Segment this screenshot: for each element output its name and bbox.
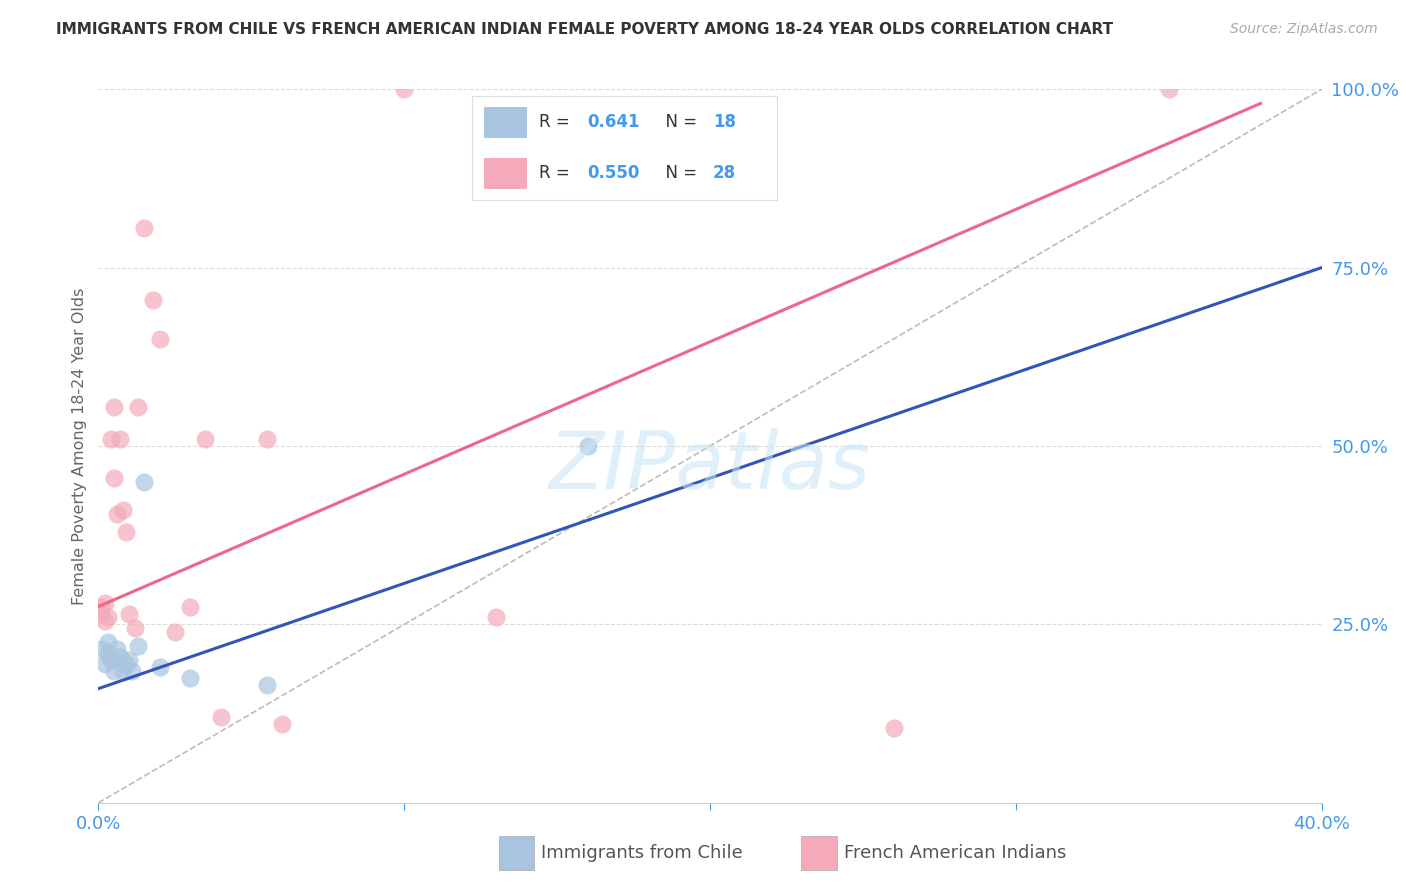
Point <box>97 646 120 660</box>
Point <box>105 507 128 521</box>
Point <box>127 400 149 414</box>
Point <box>256 432 278 446</box>
Point <box>93 657 115 671</box>
Point <box>97 610 120 624</box>
Point <box>485 610 508 624</box>
Point <box>111 664 134 678</box>
Point <box>90 642 112 657</box>
Point <box>149 332 172 346</box>
Point <box>576 439 599 453</box>
Point <box>124 621 146 635</box>
Point <box>142 293 165 307</box>
Point <box>103 400 125 414</box>
Text: Immigrants from Chile: Immigrants from Chile <box>541 844 742 862</box>
Point <box>90 599 112 614</box>
Text: ZIPatlas: ZIPatlas <box>548 428 872 507</box>
Point <box>100 653 122 667</box>
Point <box>149 660 172 674</box>
Point <box>179 671 201 685</box>
Point <box>209 710 232 724</box>
Point <box>127 639 149 653</box>
Point <box>179 599 201 614</box>
Point <box>134 475 156 489</box>
Point <box>121 664 143 678</box>
Text: Source: ZipAtlas.com: Source: ZipAtlas.com <box>1230 22 1378 37</box>
Point <box>108 649 131 664</box>
Point <box>1157 82 1180 96</box>
Point <box>118 607 141 621</box>
Point <box>270 717 292 731</box>
Point <box>115 524 138 539</box>
Point <box>93 596 115 610</box>
Point <box>111 503 134 517</box>
Point <box>100 432 122 446</box>
Point <box>883 721 905 735</box>
Y-axis label: Female Poverty Among 18-24 Year Olds: Female Poverty Among 18-24 Year Olds <box>72 287 87 605</box>
Point <box>115 657 138 671</box>
Point <box>108 432 131 446</box>
Point <box>256 678 278 692</box>
Point <box>97 635 120 649</box>
Point <box>392 82 416 96</box>
Point <box>134 221 156 235</box>
Point <box>90 607 112 621</box>
Point <box>194 432 217 446</box>
Text: IMMIGRANTS FROM CHILE VS FRENCH AMERICAN INDIAN FEMALE POVERTY AMONG 18-24 YEAR : IMMIGRANTS FROM CHILE VS FRENCH AMERICAN… <box>56 22 1114 37</box>
Point <box>163 624 186 639</box>
Point <box>103 664 125 678</box>
Point <box>103 471 125 485</box>
Point <box>105 642 128 657</box>
Text: French American Indians: French American Indians <box>844 844 1066 862</box>
Point <box>93 614 115 628</box>
Point <box>118 653 141 667</box>
